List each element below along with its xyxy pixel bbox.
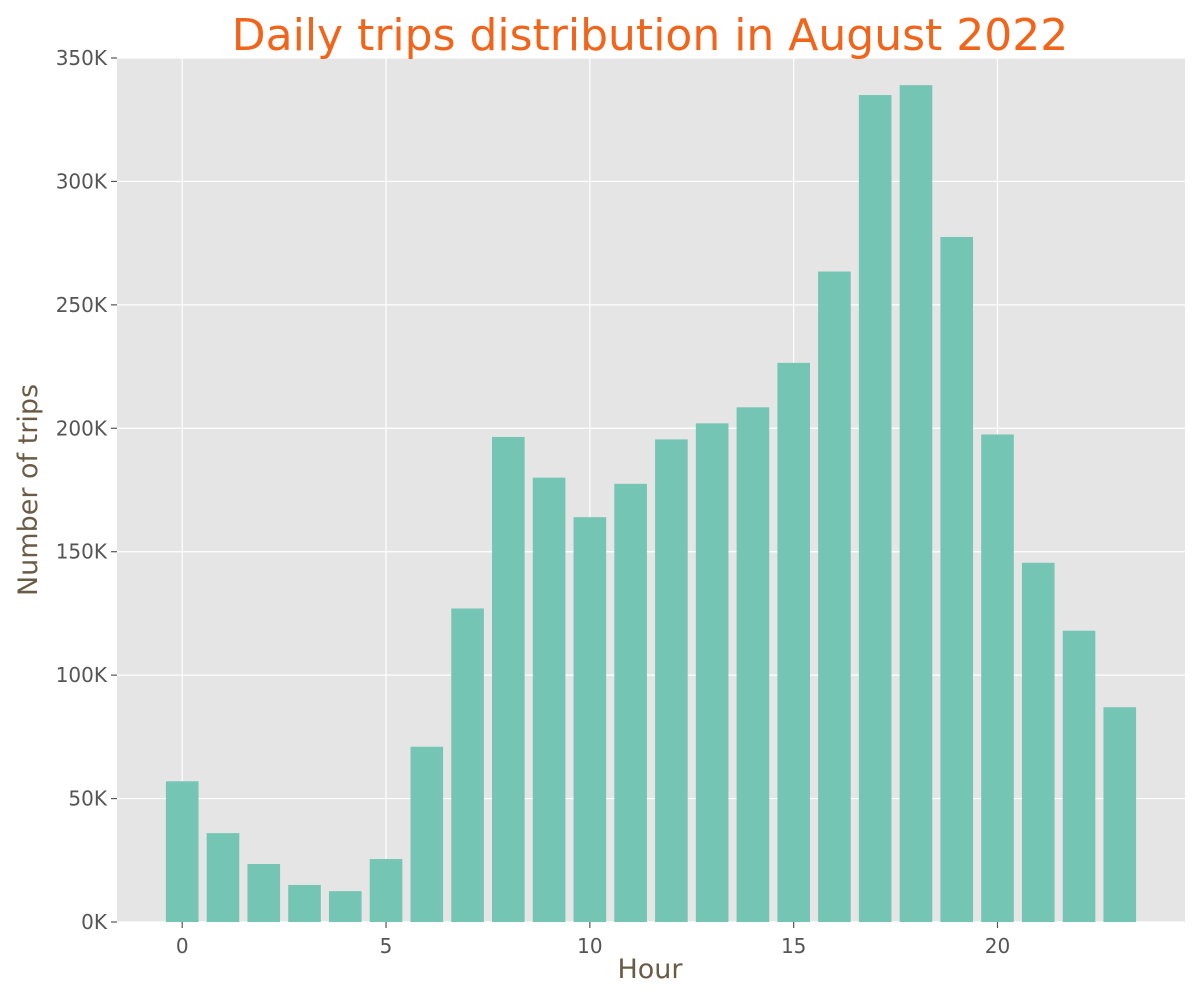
bar-hour-12 xyxy=(655,439,688,922)
bar-hour-10 xyxy=(573,517,607,922)
bars xyxy=(165,85,1137,923)
bar-hour-18 xyxy=(899,85,933,922)
y-tick-label: 0K xyxy=(81,910,108,934)
x-tick-label: 10 xyxy=(577,934,602,958)
bar-hour-7 xyxy=(451,608,484,922)
y-tick-label: 150K xyxy=(56,540,108,564)
x-axis-ticks: 0 5 10 15 20 xyxy=(176,922,1010,958)
y-tick-label: 350K xyxy=(56,46,108,70)
bar-hour-20 xyxy=(981,434,1014,922)
bar-hour-9 xyxy=(532,477,566,922)
x-tick-label: 0 xyxy=(176,934,189,958)
x-tick-label: 20 xyxy=(985,934,1010,958)
bar-hour-2 xyxy=(247,863,281,922)
y-tick-label: 300K xyxy=(56,169,108,193)
y-tick-label: 50K xyxy=(68,787,107,811)
bar-hour-4 xyxy=(328,891,362,922)
y-tick-label: 100K xyxy=(56,663,108,687)
y-axis-label: Number of trips xyxy=(13,384,44,596)
bar-hour-11 xyxy=(614,483,647,922)
bar-hour-22 xyxy=(1062,630,1096,922)
bar-hour-8 xyxy=(492,436,525,922)
bar-hour-17 xyxy=(858,95,892,923)
bar-hour-23 xyxy=(1103,707,1137,922)
bar-hour-19 xyxy=(940,236,974,922)
y-tick-label: 250K xyxy=(56,293,108,317)
bar-hour-6 xyxy=(410,746,444,922)
y-tick-label: 200K xyxy=(56,416,108,440)
bar-hour-21 xyxy=(1021,562,1055,922)
chart-title: Daily trips distribution in August 2022 xyxy=(232,10,1069,61)
bar-hour-5 xyxy=(369,859,403,922)
x-axis-label: Hour xyxy=(617,954,683,985)
y-axis-ticks: 0K 50K 100K 150K 200K 250K 300K 350K xyxy=(56,46,117,934)
bar-hour-1 xyxy=(206,833,240,922)
bar-hour-15 xyxy=(777,362,810,923)
x-tick-label: 5 xyxy=(380,934,393,958)
bar-hour-0 xyxy=(165,781,199,922)
bar-hour-16 xyxy=(818,271,851,922)
bar-hour-13 xyxy=(695,423,729,922)
x-tick-label: 15 xyxy=(781,934,806,958)
bar-hour-3 xyxy=(288,884,321,922)
bar-hour-14 xyxy=(736,407,770,922)
